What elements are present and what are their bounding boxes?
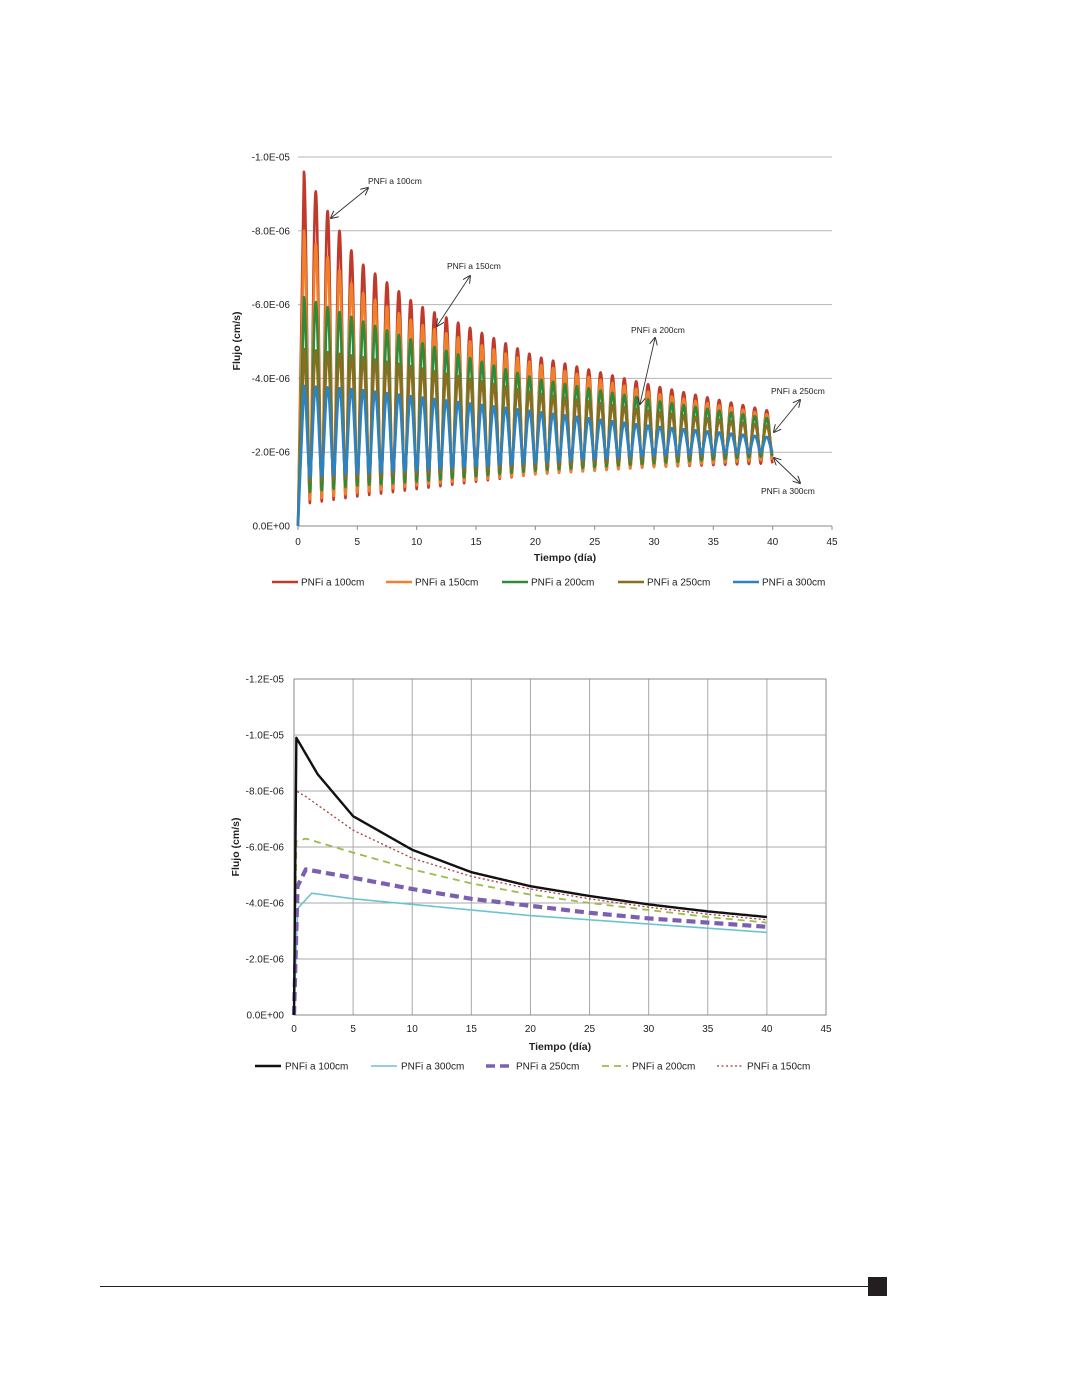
series-lines xyxy=(296,170,774,527)
x-tick-label: 10 xyxy=(411,537,423,548)
x-tick-label: 5 xyxy=(355,537,361,548)
y-tick-labels: 0.0E+00 -2.0E-06 -4.0E-06 -6.0E-06 -8.0E-06 -… xyxy=(252,153,291,533)
plot-frame xyxy=(293,678,827,1016)
series-line xyxy=(291,867,768,1016)
x-tick-labels: 0 5 10 15 20 25 30 35 40 45 xyxy=(291,1024,832,1035)
page-marker-box xyxy=(868,1277,887,1296)
x-tick-label: 40 xyxy=(767,537,779,548)
x-tick-label: 35 xyxy=(702,1024,714,1035)
legend-label: PNFi a 150cm xyxy=(415,578,478,589)
series-line xyxy=(293,837,767,1016)
annotation-arrow xyxy=(774,458,800,483)
annotation-label: PNFi a 200cm xyxy=(631,325,685,335)
y-tick-label: -6.0E-06 xyxy=(246,843,285,854)
y-tick-label: -2.0E-06 xyxy=(252,448,291,459)
x-tick-label: 40 xyxy=(761,1024,773,1035)
series-line xyxy=(293,790,767,1016)
y-tick-label: -8.0E-06 xyxy=(252,226,291,237)
legend-label: PNFi a 300cm xyxy=(762,578,825,589)
series-line xyxy=(296,347,774,527)
legend-label: PNFi a 300cm xyxy=(401,1062,464,1073)
y-tick-label: -1.0E-05 xyxy=(252,153,291,164)
x-tick-label: 20 xyxy=(525,1024,537,1035)
y-axis-title: Flujo (cm/s) xyxy=(230,818,242,877)
series-line xyxy=(296,384,774,527)
flux-mean-chart: 0.0E+00 -2.0E-06 -4.0E-06 -6.0E-06 -8.0E-06 -… xyxy=(230,675,832,1073)
y-tick-label: -4.0E-06 xyxy=(252,374,291,385)
legend: PNFi a 100cm PNFi a 300cm PNFi a 250cm PNFi… xyxy=(255,1062,810,1073)
x-tick-label: 35 xyxy=(708,537,720,548)
y-tick-label: -1.2E-05 xyxy=(246,675,285,686)
annotation-300cm: PNFi a 300cm xyxy=(761,458,815,496)
x-tick-label: 10 xyxy=(407,1024,419,1035)
x-tick-label: 15 xyxy=(470,537,482,548)
x-tick-label: 30 xyxy=(648,537,660,548)
annotation-arrow xyxy=(437,276,470,326)
legend-label: PNFi a 200cm xyxy=(531,578,594,589)
annotation-150cm: PNFi a 150cm xyxy=(437,261,501,326)
legend: PNFi a 100cm PNFi a 150cm PNFi a 200cm PNFi… xyxy=(272,578,825,589)
legend-label: PNFi a 100cm xyxy=(301,578,364,589)
x-axis-title: Tiempo (día) xyxy=(534,552,596,564)
series-line xyxy=(292,736,768,1016)
legend-label: PNFi a 100cm xyxy=(285,1062,348,1073)
x-tick-label: 0 xyxy=(291,1024,297,1035)
x-tick-label: 45 xyxy=(826,537,838,548)
x-tick-marks xyxy=(297,526,833,530)
flux-oscillation-chart: 0.0E+00 -2.0E-06 -4.0E-06 -6.0E-06 -8.0E-06 -… xyxy=(231,153,838,589)
legend-label: PNFi a 150cm xyxy=(747,1062,810,1073)
x-tick-label: 25 xyxy=(589,537,601,548)
annotation-label: PNFi a 100cm xyxy=(368,176,422,186)
y-tick-label: -8.0E-06 xyxy=(246,787,285,798)
annotation-arrow xyxy=(331,188,368,218)
x-tick-label: 45 xyxy=(820,1024,832,1035)
annotation-label: PNFi a 250cm xyxy=(771,386,825,396)
x-tick-label: 5 xyxy=(350,1024,356,1035)
y-tick-label: 0.0E+00 xyxy=(246,1011,284,1022)
series-lines xyxy=(291,736,768,1016)
series-line xyxy=(293,892,767,1016)
x-tick-labels: 0 5 10 15 20 25 30 35 40 45 xyxy=(295,537,838,548)
y-tick-label: -2.0E-06 xyxy=(246,955,285,966)
x-tick-label: 15 xyxy=(466,1024,478,1035)
legend-label: PNFi a 200cm xyxy=(632,1062,695,1073)
gridlines xyxy=(298,156,832,453)
annotation-100cm: PNFi a 100cm xyxy=(331,176,422,218)
annotation-arrow xyxy=(640,338,655,404)
y-tick-labels: 0.0E+00 -2.0E-06 -4.0E-06 -6.0E-06 -8.0E-06 -… xyxy=(246,675,285,1022)
x-tick-label: 25 xyxy=(584,1024,596,1035)
x-axis-title: Tiempo (día) xyxy=(529,1041,591,1053)
footer-rule xyxy=(100,1286,868,1287)
annotation-200cm: PNFi a 200cm xyxy=(631,325,685,404)
gridlines xyxy=(293,678,827,1016)
annotation-label: PNFi a 150cm xyxy=(447,261,501,271)
y-axis-title: Flujo (cm/s) xyxy=(231,312,243,371)
annotation-arrow xyxy=(774,400,800,432)
annotation-250cm: PNFi a 250cm xyxy=(771,386,825,432)
legend-label: PNFi a 250cm xyxy=(647,578,710,589)
y-tick-label: 0.0E+00 xyxy=(252,522,290,533)
legend-label: PNFi a 250cm xyxy=(516,1062,579,1073)
x-tick-label: 30 xyxy=(643,1024,655,1035)
y-tick-label: -6.0E-06 xyxy=(252,300,291,311)
y-tick-label: -1.0E-05 xyxy=(246,731,285,742)
x-tick-label: 0 xyxy=(295,537,301,548)
x-tick-label: 20 xyxy=(530,537,542,548)
y-tick-label: -4.0E-06 xyxy=(246,899,285,910)
annotation-label: PNFi a 300cm xyxy=(761,486,815,496)
